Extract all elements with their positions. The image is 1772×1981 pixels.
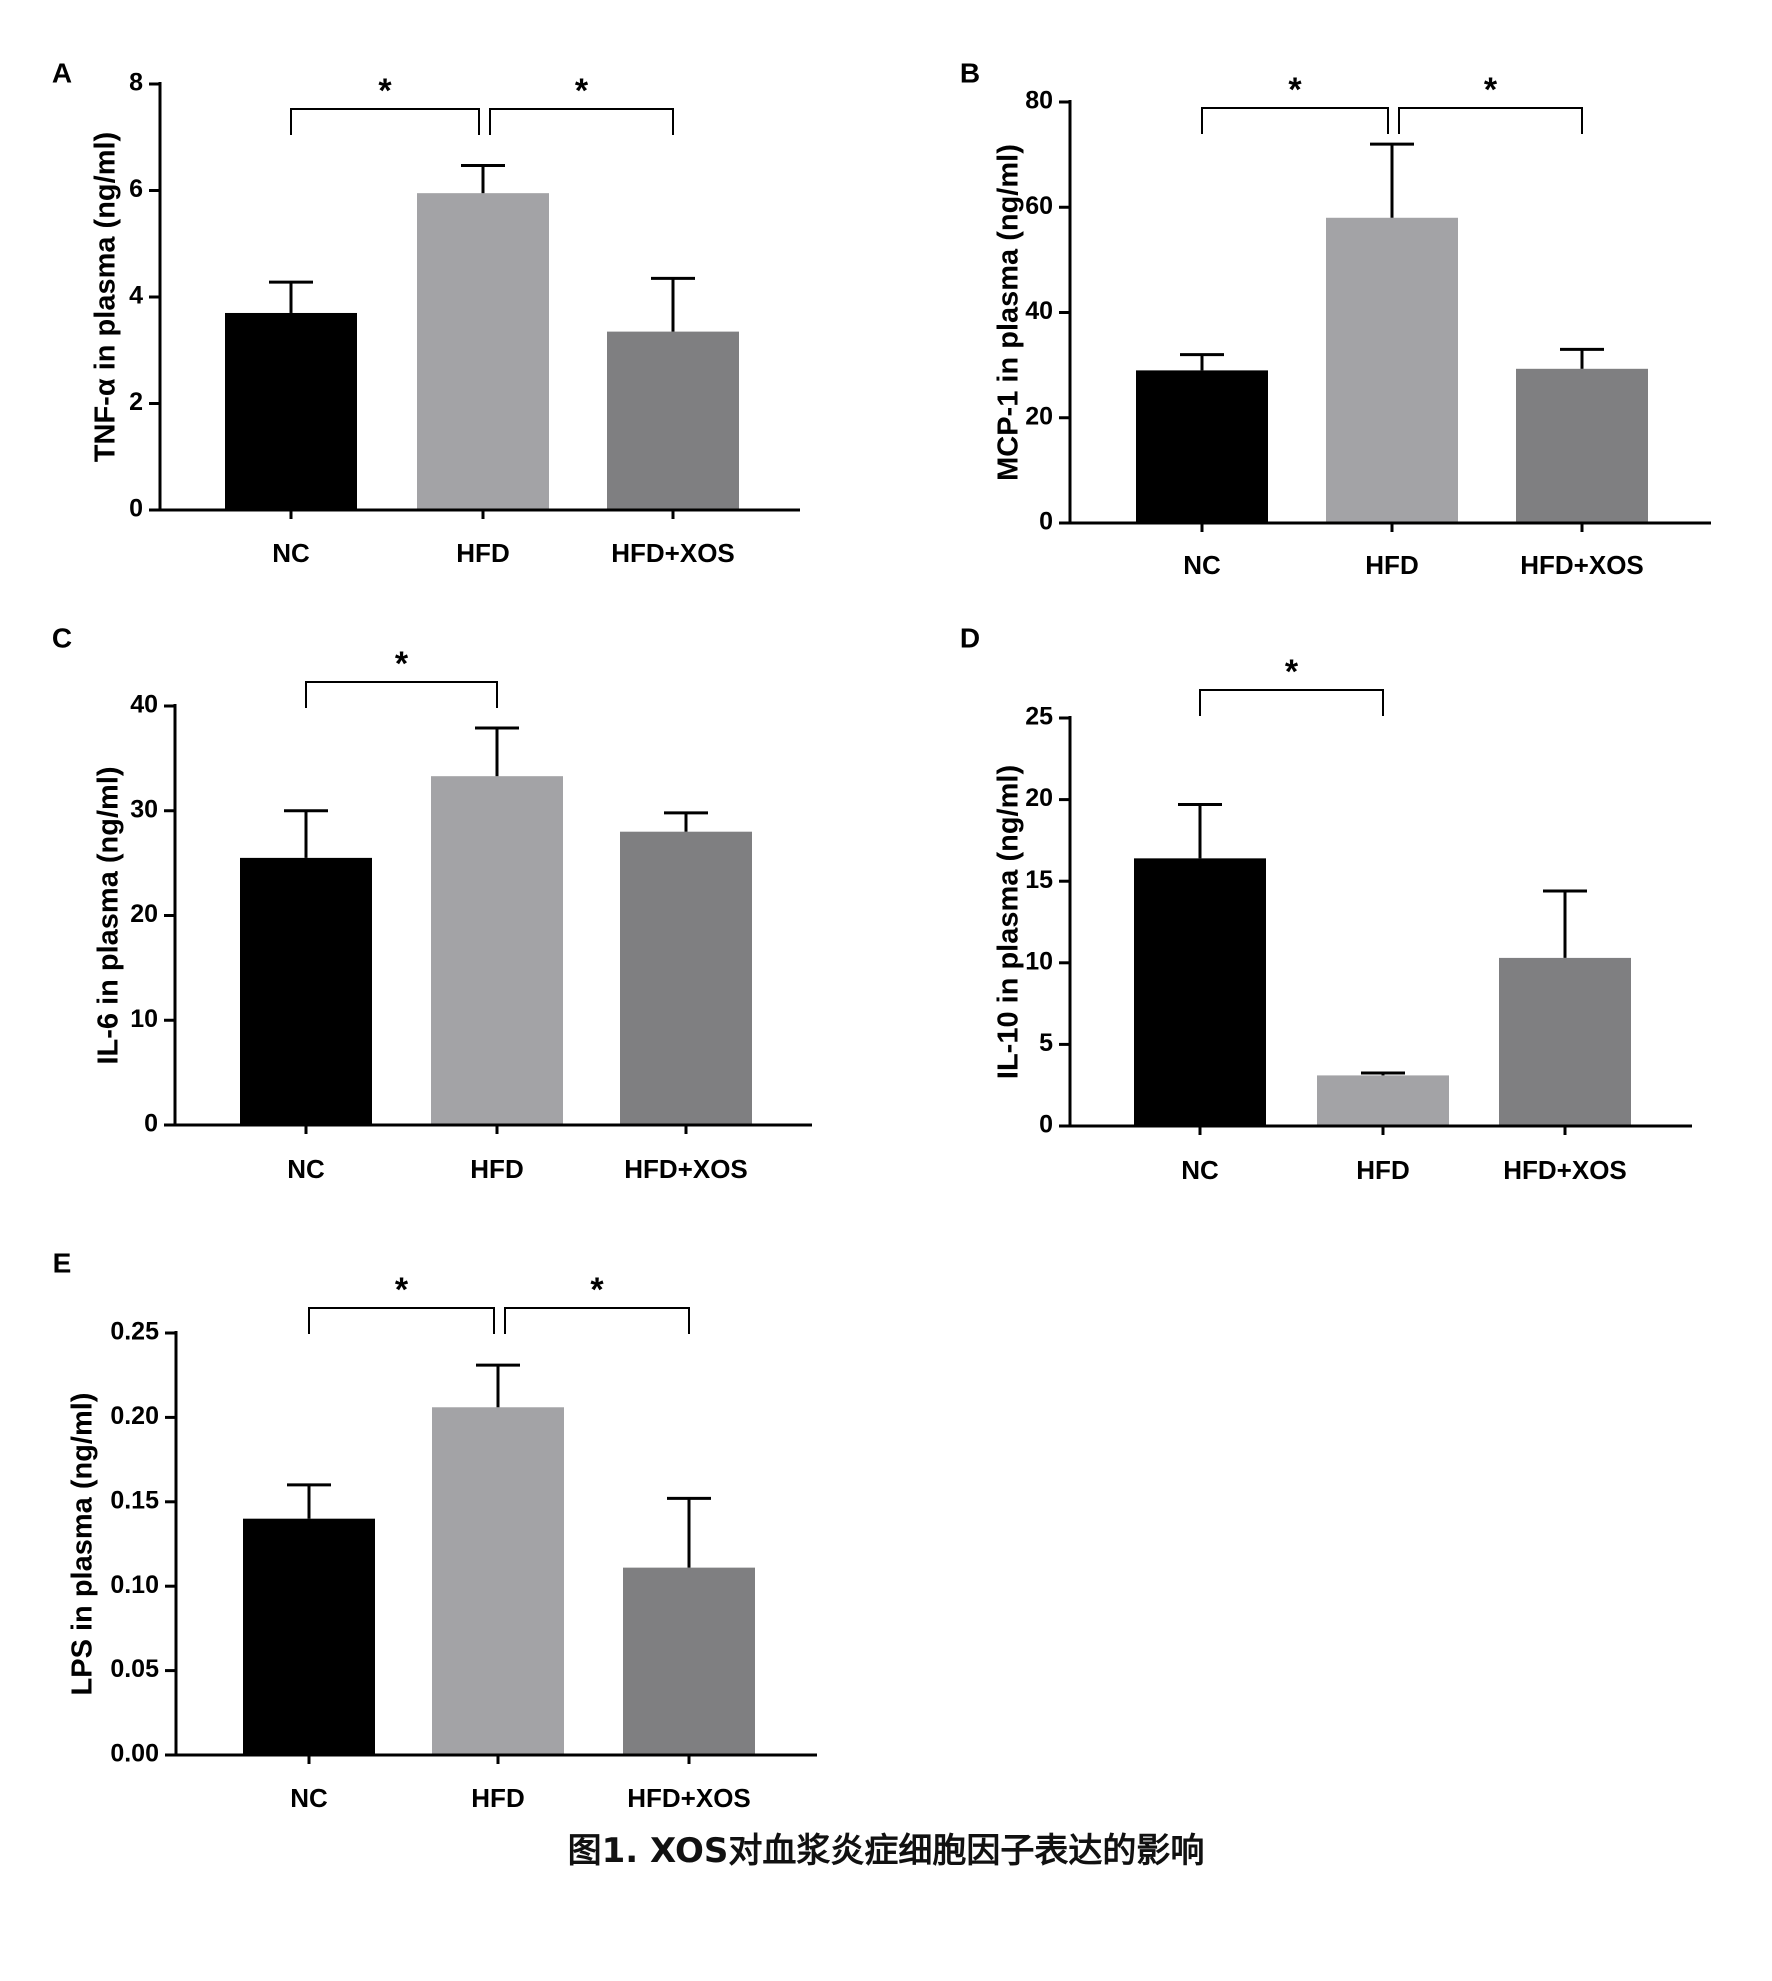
bar-nc xyxy=(225,312,357,510)
bar-hfd xyxy=(431,776,563,1125)
y-tick-label: 5 xyxy=(1039,1029,1053,1057)
x-tick-label: NC xyxy=(272,538,310,568)
y-tick-label: 30 xyxy=(130,795,158,823)
x-tick-label: NC xyxy=(287,1154,325,1184)
y-axis-label: MCP-1 in plasma (ng/ml) xyxy=(993,144,1025,481)
x-tick-label: HFD+XOS xyxy=(611,538,735,568)
panel-b: B NC HFD HFD+XOS 0 20 40 60 80 MCP-1 in plasma (n… xyxy=(960,57,1711,580)
y-tick-label: 0.05 xyxy=(110,1655,159,1683)
significance-star: * xyxy=(395,645,409,683)
y-axis-label: TNF-α in plasma (ng/ml) xyxy=(90,132,122,462)
y-tick-label: 0.25 xyxy=(110,1318,159,1346)
x-tick-label: HFD xyxy=(470,1154,523,1184)
x-tick-label: NC xyxy=(1183,550,1221,580)
y-tick-label: 20 xyxy=(1025,402,1053,430)
y-tick-label: 25 xyxy=(1025,703,1053,731)
significance-star: * xyxy=(395,1271,409,1309)
bar-hfd-xos xyxy=(623,1567,755,1755)
y-tick-label: 0 xyxy=(129,495,143,523)
significance-star: * xyxy=(1484,71,1498,109)
x-tick-label: HFD xyxy=(456,538,509,568)
significance-bracket xyxy=(1201,107,1389,134)
bar-hfd-xos xyxy=(620,831,752,1125)
y-tick-label: 0 xyxy=(144,1110,158,1138)
figure-caption: 图1. XOS对血浆炎症细胞因子表达的影响 xyxy=(567,1831,1205,1871)
significance-bracket xyxy=(504,1307,690,1334)
y-tick-label: 60 xyxy=(1025,192,1053,220)
y-tick-label: 15 xyxy=(1025,866,1053,894)
x-tick-label: HFD+XOS xyxy=(627,1783,751,1813)
bar-hfd-xos xyxy=(1499,957,1631,1126)
bar-nc xyxy=(240,857,372,1125)
x-tick-label: NC xyxy=(290,1783,328,1813)
x-tick-label: HFD+XOS xyxy=(1503,1155,1627,1185)
y-tick-label: 0 xyxy=(1039,508,1053,536)
significance-bracket xyxy=(489,108,674,135)
significance-star: * xyxy=(1285,653,1299,691)
y-tick-label: 8 xyxy=(129,69,143,97)
panel-label-c: C xyxy=(52,622,72,653)
significance-star: * xyxy=(575,72,589,110)
bar-nc xyxy=(1136,370,1268,523)
y-axis-label: IL-10 in plasma (ng/ml) xyxy=(993,765,1025,1079)
y-tick-label: 0.00 xyxy=(110,1740,159,1768)
y-axis-label: LPS in plasma (ng/ml) xyxy=(67,1393,99,1696)
y-tick-label: 10 xyxy=(130,1005,158,1033)
x-tick-label: HFD+XOS xyxy=(624,1154,748,1184)
panel-label-d: D xyxy=(960,622,980,653)
bar-hfd xyxy=(1326,217,1458,523)
significance-star: * xyxy=(378,72,392,110)
significance-bracket xyxy=(1398,107,1583,134)
y-tick-label: 0.10 xyxy=(110,1571,159,1599)
y-tick-label: 10 xyxy=(1025,947,1053,975)
significance-bracket xyxy=(305,681,498,708)
x-tick-label: HFD xyxy=(471,1783,524,1813)
y-tick-label: 40 xyxy=(1025,297,1053,325)
panel-a: A NC HFD HFD+XOS 0 2 4 6 8 TNF-α in plasma (ng/ml… xyxy=(52,57,800,568)
x-tick-label: HFD xyxy=(1356,1155,1409,1185)
bar-hfd xyxy=(417,193,549,510)
bar-hfd xyxy=(1317,1075,1449,1126)
y-tick-label: 0 xyxy=(1039,1111,1053,1139)
bar-nc xyxy=(1134,858,1266,1126)
y-tick-label: 4 xyxy=(129,282,143,310)
panel-label-e: E xyxy=(53,1247,72,1278)
panel-c: C NC HFD HFD+XOS 0 10 20 30 40 IL-6 in plasma (ng… xyxy=(52,622,812,1184)
bar-hfd xyxy=(432,1407,564,1755)
significance-star: * xyxy=(1288,71,1302,109)
y-tick-label: 2 xyxy=(129,388,143,416)
y-axis-label: IL-6 in plasma (ng/ml) xyxy=(93,766,125,1064)
x-tick-label: HFD+XOS xyxy=(1520,550,1644,580)
significance-bracket xyxy=(308,1307,495,1334)
x-tick-label: HFD xyxy=(1365,550,1418,580)
bar-hfd-xos xyxy=(1516,368,1648,523)
panel-label-b: B xyxy=(960,57,980,88)
y-tick-label: 6 xyxy=(129,175,143,203)
x-tick-label: NC xyxy=(1181,1155,1219,1185)
panel-e: E NC HFD HFD+XOS 0.00 0.05 0.10 0.15 0.20 0.25 LPS… xyxy=(53,1247,817,1813)
panel-d: D NC HFD HFD+XOS 0 5 10 15 20 25 IL-10 in plasma (… xyxy=(960,622,1692,1185)
y-tick-label: 40 xyxy=(130,691,158,719)
panel-label-a: A xyxy=(52,57,72,88)
y-tick-label: 0.20 xyxy=(110,1402,159,1430)
significance-star: * xyxy=(590,1271,604,1309)
significance-bracket xyxy=(1199,689,1384,716)
y-tick-label: 80 xyxy=(1025,87,1053,115)
bar-nc xyxy=(243,1518,375,1755)
bar-hfd-xos xyxy=(607,331,739,510)
y-tick-label: 20 xyxy=(130,900,158,928)
y-tick-label: 20 xyxy=(1025,784,1053,812)
significance-bracket xyxy=(290,108,480,135)
y-tick-label: 0.15 xyxy=(110,1486,159,1514)
